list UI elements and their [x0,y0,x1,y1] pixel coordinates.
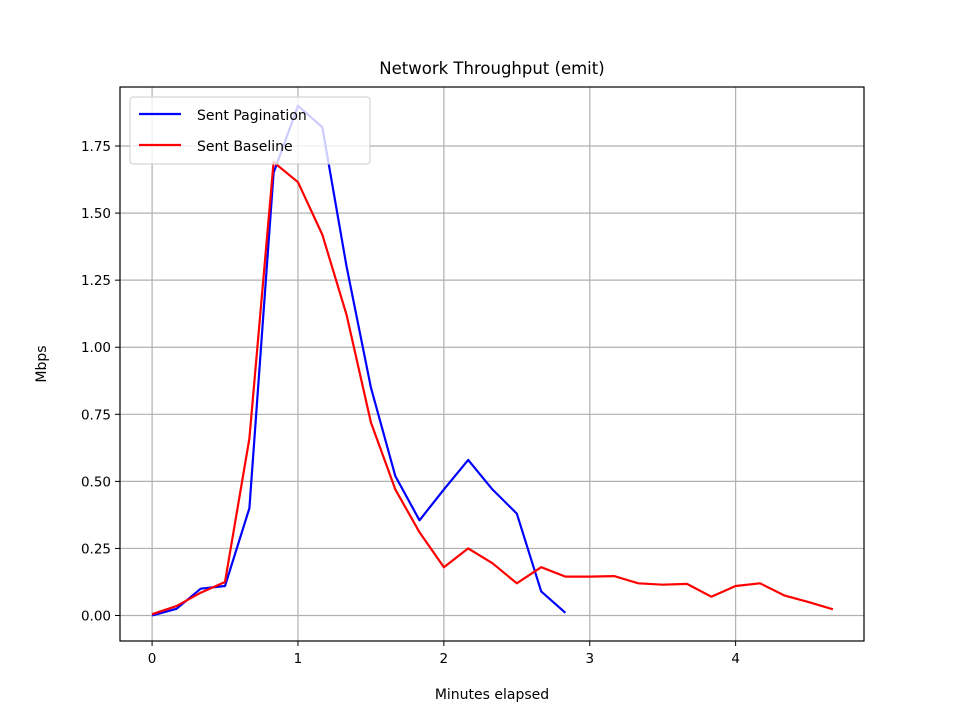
x-tick-label: 3 [585,651,594,667]
x-axis-title: Minutes elapsed [435,687,549,703]
x-tick-label: 1 [294,651,303,667]
y-tick-label: 1.00 [81,340,111,356]
y-axis-title: Mbps [34,345,50,382]
y-tick-label: 1.75 [81,139,111,155]
chart-title: Network Throughput (emit) [379,59,604,78]
y-tick-label: 0.25 [81,541,111,557]
x-tick-label: 4 [731,651,740,667]
y-tick-label: 1.50 [81,206,111,222]
x-tick-label: 2 [440,651,449,667]
series-lines [151,104,834,617]
y-tick-label: 0.00 [81,609,111,625]
y-tick-label: 0.75 [81,407,111,423]
legend-label: Sent Baseline [197,139,293,155]
series-line-sent-baseline [151,161,834,616]
y-tick-label: 0.50 [81,474,111,490]
y-tick-label: 1.25 [81,273,111,289]
series-line-sent-pagination [151,104,567,617]
axis-ticks: 0 1 2 3 4 0.00 0.25 0.50 0.75 1.00 1.25 1.50 1.75 [81,139,740,667]
legend: Sent Pagination Sent Baseline [129,96,371,165]
grid-lines [120,87,864,641]
legend-box [129,96,371,165]
plot-area-frame [119,86,865,642]
legend-label: Sent Pagination [197,108,307,124]
x-tick-label: 0 [148,651,157,667]
